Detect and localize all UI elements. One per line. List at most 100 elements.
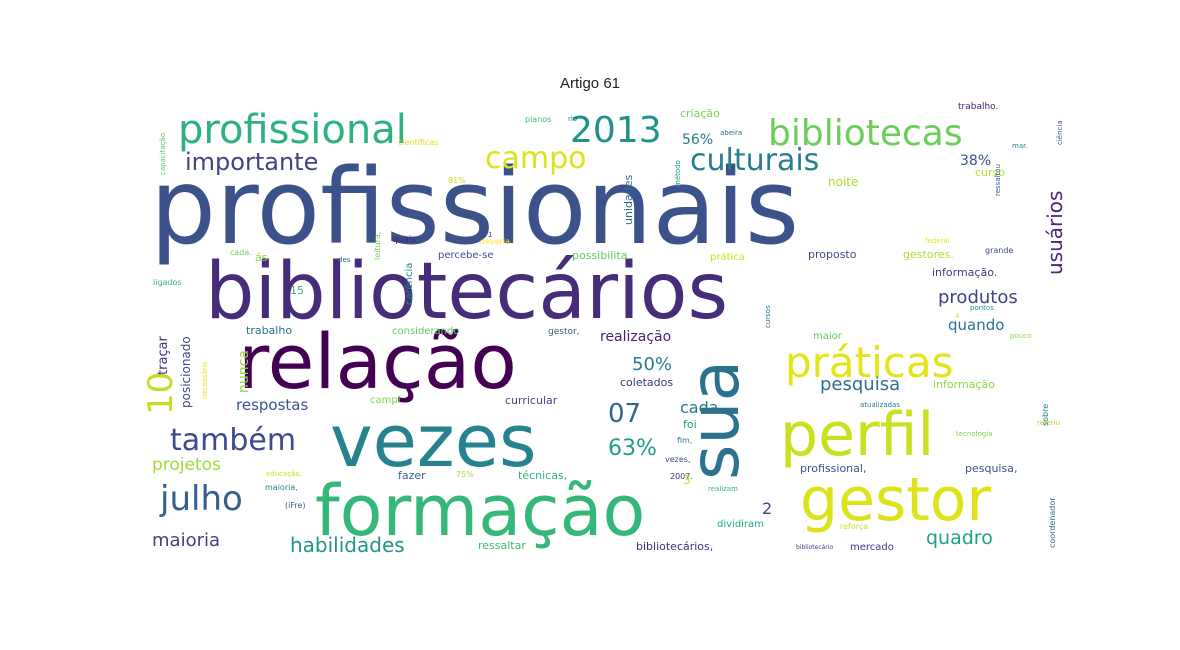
word-23: maioria	[152, 530, 220, 551]
word-24: 63%	[608, 436, 657, 461]
word-29: projetos	[152, 455, 221, 475]
word-37: criação	[680, 107, 720, 120]
word-81: (iFre)	[285, 501, 306, 510]
word-20: usuários	[1043, 191, 1067, 275]
word-49: percebe-se	[438, 250, 494, 261]
word-35: 56%	[682, 132, 713, 148]
word-69: planos	[525, 115, 551, 124]
word-2: relação	[238, 317, 517, 406]
word-38: curso	[975, 166, 1005, 179]
word-102: ciência	[1056, 120, 1064, 145]
word-70: científicas	[398, 138, 438, 147]
word-106: 4	[955, 312, 960, 320]
word-30: quando	[948, 316, 1004, 334]
word-25: 50%	[632, 354, 672, 375]
word-12: campo	[485, 141, 587, 176]
word-72: ligados	[153, 278, 182, 287]
word-65: 2	[762, 499, 772, 518]
word-45: trabalho	[246, 324, 292, 337]
word-79: maioria,	[265, 483, 298, 492]
word-34: posicionado	[179, 336, 193, 408]
word-108: bibliotecário	[796, 544, 833, 551]
word-105: 1	[488, 231, 492, 239]
word-22: quadro	[926, 527, 993, 549]
word-11: 2013	[570, 110, 662, 151]
word-53: curricular	[505, 394, 558, 407]
word-100: ressaltou	[994, 164, 1002, 196]
word-39: unidades	[622, 175, 635, 225]
word-86: coordenador	[1048, 497, 1057, 548]
word-57: profissional,	[800, 462, 866, 475]
word-99: sobre	[1041, 404, 1050, 426]
word-89: deveria	[480, 237, 510, 246]
word-88: 81%	[448, 176, 466, 185]
word-61: dividiram	[717, 519, 764, 530]
word-50: prática	[710, 251, 745, 263]
word-98: referiu	[1037, 419, 1060, 427]
word-94: grande	[985, 246, 1013, 255]
word-92: federal	[925, 237, 950, 245]
word-76: 2007.	[670, 472, 693, 481]
word-71: capacitação	[159, 133, 167, 175]
word-67: ás	[255, 251, 268, 264]
word-95: pontos	[970, 304, 994, 312]
word-6: perfil	[780, 400, 934, 470]
word-46: considerando	[392, 326, 460, 337]
word-7: gestor	[800, 465, 991, 535]
word-1: bibliotecários	[205, 247, 728, 337]
word-84: realizam	[708, 485, 738, 493]
word-9: profissional	[178, 107, 407, 153]
word-58: pesquisa,	[965, 462, 1017, 475]
word-10: bibliotecas	[768, 113, 963, 154]
word-8: práticas	[785, 338, 954, 387]
word-17: 10	[141, 372, 181, 415]
word-36: 38%	[960, 153, 991, 169]
word-13: culturais	[690, 143, 819, 178]
word-104: noite	[828, 175, 858, 189]
word-80: educação,	[266, 470, 302, 478]
word-14: importante	[185, 148, 318, 176]
word-73: cada.	[230, 248, 252, 257]
word-43: informação.	[932, 266, 997, 279]
word-5: sua	[676, 360, 755, 480]
word-74: leitura,	[373, 232, 382, 260]
word-97: pouco	[1010, 332, 1031, 340]
word-75: necessário	[201, 361, 209, 399]
word-16: também	[170, 423, 296, 458]
word-59: maior	[813, 331, 843, 342]
word-44: informação	[933, 378, 995, 391]
word-3: vezes	[330, 399, 537, 483]
word-63: ressaltar	[478, 539, 526, 552]
word-93: des	[338, 256, 351, 264]
word-40: possibilita	[572, 249, 627, 262]
word-87: mar.	[1012, 142, 1028, 150]
word-55: técnicas,	[518, 469, 567, 482]
word-68: trabalho.	[958, 102, 998, 112]
chart-title: Artigo 61	[559, 75, 621, 92]
word-54: foi	[683, 418, 697, 431]
word-4: formação	[315, 470, 645, 552]
word-48: quais	[392, 235, 416, 245]
word-32: nunca	[236, 350, 252, 393]
word-26: pesquisa	[820, 374, 900, 395]
word-101: atualizadas	[860, 401, 900, 409]
word-78: fim,	[677, 436, 692, 445]
word-62: mercado	[850, 542, 894, 553]
word-51: coletados	[620, 376, 673, 389]
word-77: vezes,	[665, 455, 691, 464]
word-96: cursos	[764, 305, 772, 328]
word-19: produtos	[938, 287, 1018, 308]
word-0: profissionais	[150, 146, 799, 268]
word-103: tecnologia	[956, 430, 993, 438]
word-64: bibliotecários,	[636, 540, 713, 553]
word-47: carência	[403, 263, 415, 305]
word-90: rio	[568, 115, 577, 123]
word-83: 3	[683, 473, 691, 487]
word-52: campi	[370, 395, 401, 406]
word-82: 75%	[456, 470, 474, 479]
word-60: gestor,	[548, 327, 580, 337]
word-56: fazer	[398, 469, 426, 482]
word-31: realização	[600, 329, 671, 345]
word-33: traçar	[156, 335, 171, 375]
